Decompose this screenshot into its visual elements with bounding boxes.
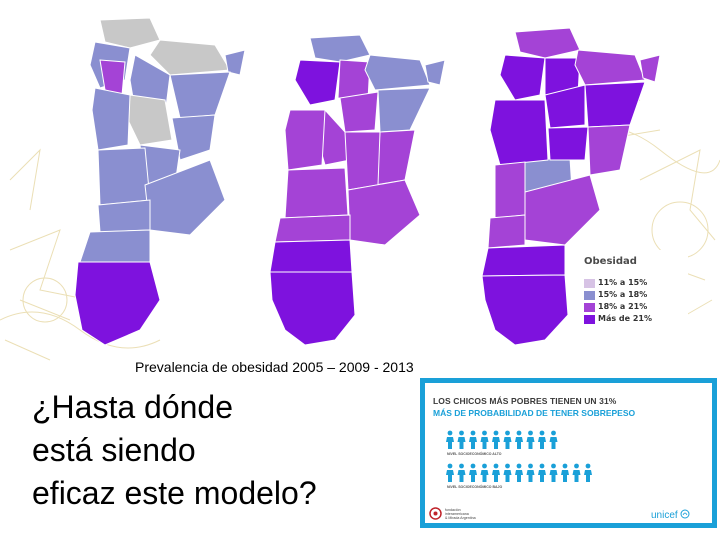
map-2009-entre-rios <box>374 129 416 186</box>
person-icon <box>457 463 466 482</box>
map-2005-neuquen <box>79 229 151 263</box>
question-line: está siendo <box>32 432 196 468</box>
map-2005-la-pampa <box>97 199 151 233</box>
map-2013-jujuy <box>514 27 581 59</box>
map-2005-jujuy <box>99 17 161 49</box>
person-icon <box>561 463 569 482</box>
map-2009-jujuy <box>309 34 371 63</box>
person-icon <box>446 463 454 482</box>
person-icon <box>538 430 546 449</box>
person-icon <box>503 463 512 482</box>
map-2009-la-pampa <box>274 214 351 243</box>
map-2009-neuquen <box>269 239 353 273</box>
legend-title: Obesidad <box>584 256 637 267</box>
person-icon <box>480 430 489 449</box>
unicef-wordmark: unicef <box>651 510 678 521</box>
question-line: ¿Hasta dónde <box>32 389 234 425</box>
person-icon <box>572 463 581 482</box>
map-2009-corrientes <box>377 87 431 133</box>
organization-name: fundación interamericana & Mirada Argent… <box>445 508 476 520</box>
person-icon <box>538 463 546 482</box>
poster-headline: LOS CHICOS MÁS POBRES TIENEN UN 31% <box>433 396 617 406</box>
legend-swatch <box>584 315 595 324</box>
person-icon <box>526 430 535 449</box>
legend-item: Más de 21% <box>584 314 684 325</box>
map-2009-patagonia <box>269 271 356 346</box>
map-2013-neuquen <box>481 244 566 277</box>
map-2005-catamarca <box>91 87 131 151</box>
unicef-poster: LOS CHICOS MÁS POBRES TIENEN UN 31% MÁS … <box>420 378 717 528</box>
map-2009-north-west <box>294 59 341 106</box>
legend-item: 11% a 15% <box>584 278 684 289</box>
person-icon <box>457 430 466 449</box>
unicef-emblem-icon <box>680 509 690 519</box>
person-icon <box>469 430 477 449</box>
map-2009-chaco <box>339 91 379 133</box>
map-2009-misiones <box>424 59 446 86</box>
person-icon <box>515 463 523 482</box>
map-2009-cordoba <box>284 167 349 219</box>
map-2009-buenos-aires <box>347 179 421 246</box>
obesity-legend: Obesidad 11% a 15% 15% a 18% 18% a 21% M… <box>578 250 688 332</box>
map-2005-patagonia <box>74 261 161 346</box>
legend-swatch <box>584 279 595 288</box>
person-icon <box>503 430 512 449</box>
person-icon <box>492 463 500 482</box>
person-icon <box>492 430 500 449</box>
legend-item: 18% a 21% <box>584 302 684 313</box>
map-2009 <box>269 34 446 346</box>
map-2013-cordoba <box>494 161 526 219</box>
legend-label: 11% a 15% <box>598 278 648 287</box>
organization-logo: fundación interamericana & Mirada Argent… <box>429 507 505 521</box>
map-2009-catamarca <box>284 109 326 171</box>
slide-question: ¿Hasta dónde está siendo eficaz este mod… <box>32 386 412 515</box>
map-2009-formosa <box>364 54 431 91</box>
map-2005 <box>74 17 246 346</box>
question-line: eficaz este modelo? <box>32 475 317 511</box>
legend-label: Más de 21% <box>598 314 652 323</box>
map-2013-catamarca <box>489 99 549 166</box>
map-2013 <box>481 27 661 346</box>
level-label-high: NIVEL SOCIOECONÓMICO ALTO <box>447 452 502 456</box>
map-2013-santa-fe <box>547 126 589 161</box>
map-2013-corrientes <box>584 81 646 128</box>
poster-panel: LOS CHICOS MÁS POBRES TIENEN UN 31% MÁS … <box>425 383 712 523</box>
maps-caption: Prevalencia de obesidad 2005 – 2009 - 20… <box>135 359 414 375</box>
level-label-low: NIVEL SOCIOECONÓMICO BAJO <box>447 485 503 489</box>
map-2013-formosa <box>574 49 646 86</box>
poster-subheadline: MÁS DE PROBABILIDAD DE TENER SOBREPESO <box>433 408 636 418</box>
person-icon <box>549 463 558 482</box>
map-2013-patagonia <box>481 274 569 346</box>
obesity-maps <box>74 17 661 346</box>
map-2013-north-west <box>499 54 546 101</box>
map-2005-entre-rios <box>171 114 216 161</box>
person-icon <box>480 463 489 482</box>
map-2005-cordoba <box>97 147 151 206</box>
map-2013-entre-rios <box>587 124 631 176</box>
person-icon <box>526 463 535 482</box>
map-2013-misiones <box>639 54 661 83</box>
map-2009-santa-fe <box>344 131 381 191</box>
map-2005-corrientes <box>169 71 231 119</box>
person-icon <box>446 430 454 449</box>
map-2005-formosa <box>149 39 231 76</box>
people-row-high <box>446 430 558 449</box>
legend-label: 15% a 18% <box>598 290 648 299</box>
map-2013-la-pampa <box>487 214 526 249</box>
person-icon <box>549 430 558 449</box>
map-2013-chaco <box>544 84 586 129</box>
map-2005-misiones <box>224 49 246 76</box>
legend-item: 15% a 18% <box>584 290 684 301</box>
person-icon <box>469 463 477 482</box>
legend-swatch <box>584 303 595 312</box>
people-row-low <box>446 463 592 482</box>
map-2005-santiago <box>127 94 173 146</box>
legend-swatch <box>584 291 595 300</box>
unicef-logo: unicef <box>651 509 690 521</box>
legend-label: 18% a 21% <box>598 302 648 311</box>
person-icon <box>584 463 592 482</box>
organization-emblem-icon <box>429 507 442 520</box>
person-icon <box>515 430 523 449</box>
